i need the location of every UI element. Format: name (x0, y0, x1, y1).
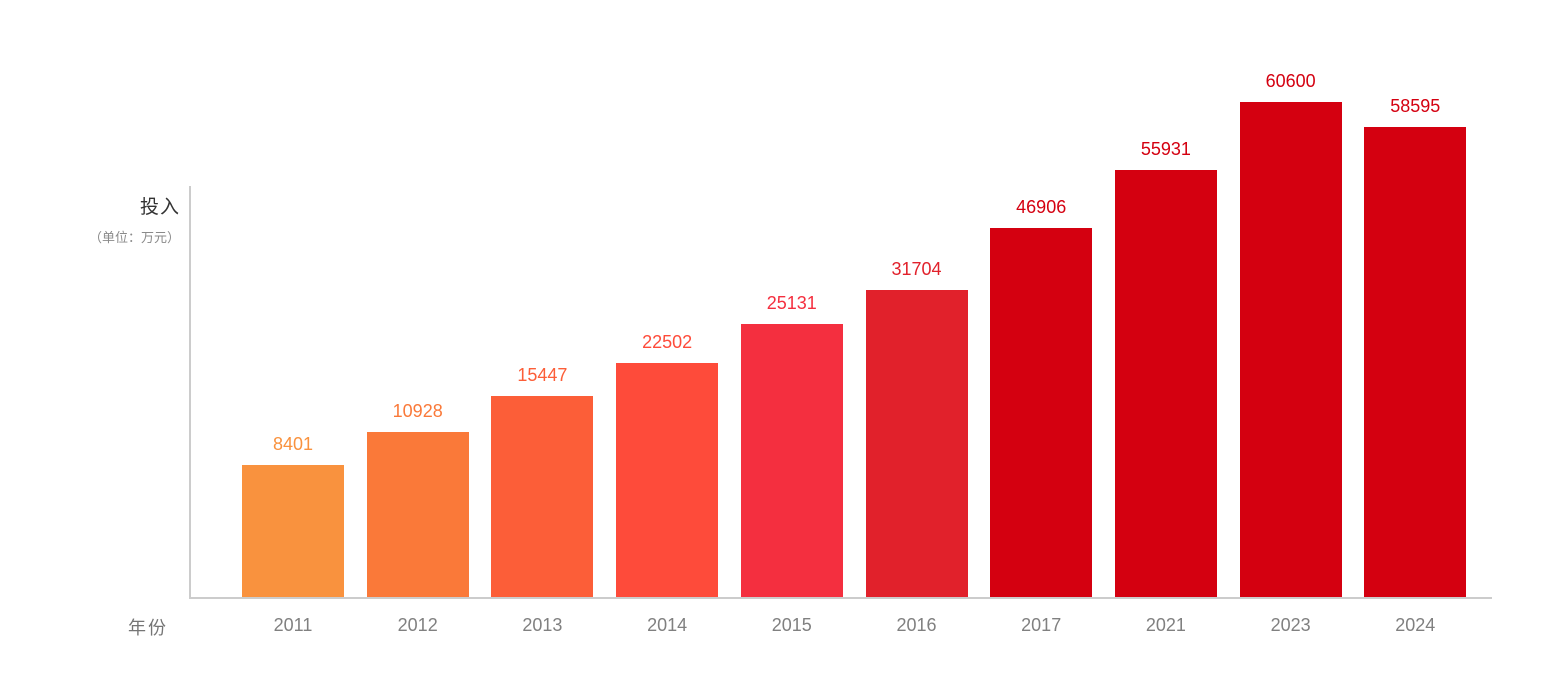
x-tick-label: 2021 (1145, 615, 1186, 635)
x-axis-line (189, 597, 1492, 599)
bar-value-label: 58595 (1390, 96, 1441, 116)
x-tick-label: 2011 (273, 615, 313, 635)
x-tick-label: 2012 (397, 615, 438, 635)
x-tick-label: 2013 (522, 615, 563, 635)
bar-value-label: 46906 (1016, 197, 1067, 217)
y-axis-line (189, 186, 191, 598)
bar-value-label: 8401 (272, 434, 314, 454)
x-tick-label: 2024 (1395, 615, 1436, 635)
x-tick-label: 2017 (1021, 615, 1062, 635)
bar-value-label: 10928 (392, 401, 443, 421)
y-axis-title-block: 投入 （单位：万元） (20, 192, 180, 246)
y-axis-title: 投入 (139, 197, 180, 218)
bar-value-label: 31704 (891, 259, 942, 279)
bar-value-label: 60600 (1265, 71, 1316, 91)
x-tick-label: 2015 (771, 615, 812, 635)
bar-2016 (865, 290, 968, 597)
x-axis-title: 年份 (128, 618, 168, 638)
bar-2012 (366, 432, 469, 597)
x-tick-label: 2014 (647, 615, 688, 635)
bar-2015 (740, 324, 843, 597)
bar-2017 (990, 228, 1093, 597)
x-tick-label: 2016 (896, 615, 937, 635)
bar-2024 (1364, 127, 1467, 597)
x-tick-label: 2023 (1270, 615, 1311, 635)
y-axis-unit: （单位：万元） (88, 230, 180, 245)
bar-2021 (1114, 170, 1217, 597)
bar-value-label: 25131 (766, 293, 817, 313)
bar-2013 (491, 396, 594, 597)
bar-2023 (1239, 102, 1342, 597)
bar-value-label: 55931 (1140, 139, 1191, 159)
bar-value-label: 15447 (517, 365, 568, 385)
bar-2011 (242, 465, 344, 597)
bar-value-label: 22502 (642, 332, 693, 352)
bar-2014 (616, 363, 719, 597)
